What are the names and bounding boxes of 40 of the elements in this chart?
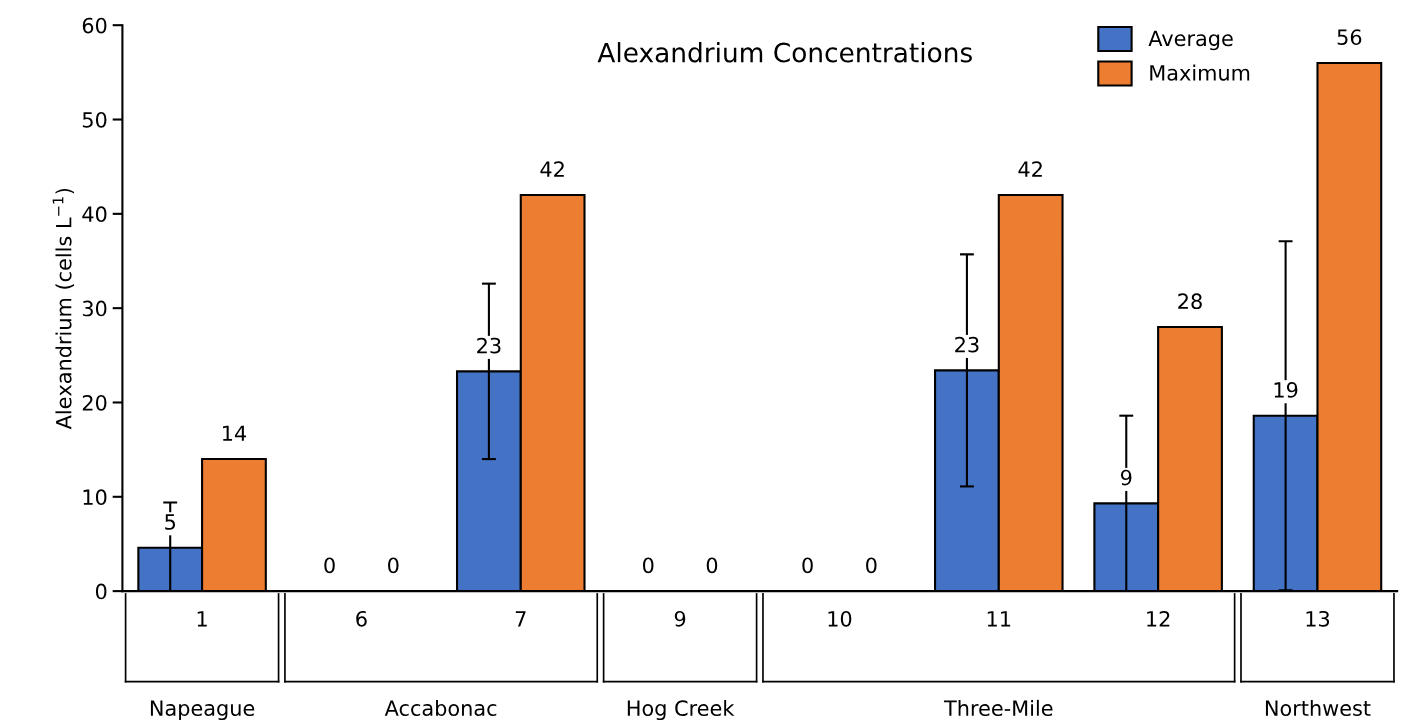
data-label: 0 xyxy=(388,557,399,574)
data-label: 5 xyxy=(165,514,176,530)
y-tick-label: 0 xyxy=(95,583,107,600)
data-label: 14 xyxy=(222,425,247,441)
text: Napeague xyxy=(150,700,255,720)
x-tick-label: 9 xyxy=(674,610,686,627)
x-tick-label: 10 xyxy=(828,610,852,627)
data-label: 42 xyxy=(1018,161,1042,177)
x-tick-label: 12 xyxy=(1147,610,1170,627)
y-tick-label: 60 xyxy=(82,17,107,34)
data-label: 0 xyxy=(866,557,877,574)
y-tick-label: 10 xyxy=(83,489,107,506)
x-tick-label: 11 xyxy=(987,611,1011,627)
data-label: 42 xyxy=(540,161,564,177)
text: Alexandrium Concentrations xyxy=(597,42,972,63)
x-tick-label: 13 xyxy=(1306,610,1330,627)
y-tick-label: 50 xyxy=(82,111,107,128)
data-label: 23 xyxy=(477,337,501,354)
y-tick-label: 20 xyxy=(82,394,107,411)
x-tick-label: 6 xyxy=(356,610,367,627)
legend-label: Average xyxy=(1148,30,1233,51)
legend-label: Maximum xyxy=(1150,64,1250,81)
text: Accabonac xyxy=(384,699,497,717)
y-tick-label: 30 xyxy=(82,300,107,317)
data-label: 56 xyxy=(1337,29,1362,45)
y-tick-label: 40 xyxy=(82,206,107,223)
data-label: 28 xyxy=(1178,293,1202,310)
data-label: 23 xyxy=(955,336,979,353)
text: Three-Mile xyxy=(943,699,1053,717)
text: Northwest xyxy=(1265,699,1371,717)
x-tick-label: 7 xyxy=(515,611,526,627)
y-axis-title: Alexandrium (cells L$^{−1}$) xyxy=(52,188,75,430)
text: Hog Creek xyxy=(627,699,735,720)
data-label: 0 xyxy=(802,557,813,574)
data-label: 9 xyxy=(1120,469,1132,486)
data-label: 19 xyxy=(1274,382,1298,398)
x-tick-label: 1 xyxy=(197,611,207,627)
data-label: 0 xyxy=(324,557,335,574)
data-label: 0 xyxy=(642,557,654,574)
data-label: 0 xyxy=(706,557,718,574)
